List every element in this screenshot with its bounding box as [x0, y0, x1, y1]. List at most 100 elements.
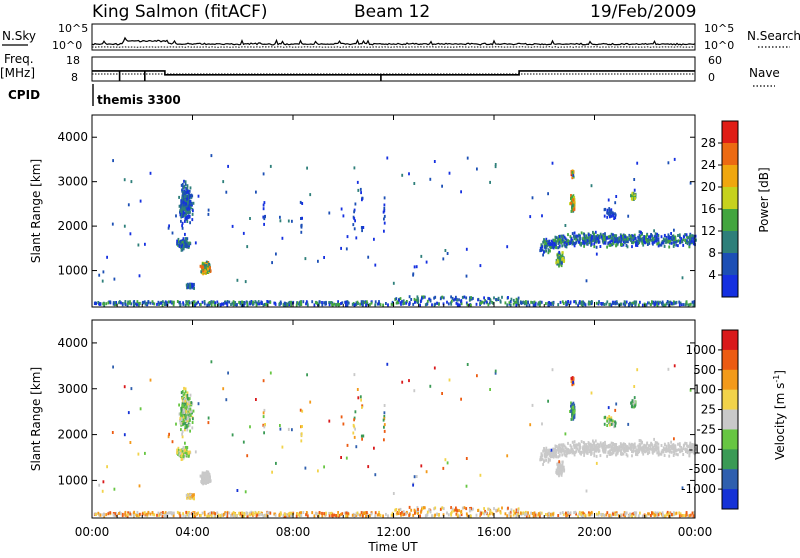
power-point — [567, 300, 569, 303]
power-point — [184, 199, 186, 202]
velocity-point — [446, 512, 448, 515]
power-point — [664, 234, 666, 237]
power-point — [160, 302, 162, 305]
velocity-point — [425, 514, 427, 517]
power-point — [598, 301, 600, 304]
power-point — [120, 301, 122, 304]
velocity-point — [609, 449, 611, 452]
velocity-point — [662, 511, 664, 514]
power-point — [369, 303, 371, 306]
power-point — [383, 218, 385, 221]
velocity-point — [160, 513, 162, 516]
velocity-point — [162, 511, 164, 514]
velocity-point — [412, 484, 414, 487]
velocity-point — [467, 363, 469, 366]
power-point — [225, 191, 227, 194]
power-point — [189, 301, 191, 304]
power-point — [573, 242, 575, 245]
velocity-point — [185, 446, 187, 449]
power-point — [673, 229, 675, 232]
velocity-point — [417, 508, 419, 511]
power-point — [557, 261, 559, 264]
power-point — [685, 303, 687, 306]
power-point — [206, 304, 208, 307]
velocity-point — [414, 512, 416, 515]
velocity-point — [673, 437, 675, 440]
velocity-point — [200, 480, 202, 483]
velocity-point — [673, 454, 675, 457]
velocity-point — [632, 399, 634, 402]
power-point — [208, 263, 210, 266]
velocity-point — [668, 455, 670, 458]
power-point — [261, 302, 263, 305]
velocity-point — [648, 444, 650, 447]
power-point — [600, 245, 602, 248]
velocity-point — [333, 514, 335, 517]
velocity-point — [472, 508, 474, 511]
velocity-point — [564, 445, 566, 448]
velocity-point — [354, 515, 356, 518]
velocity-point — [682, 453, 684, 456]
velocity-point — [656, 451, 658, 454]
power-point — [184, 192, 186, 195]
velocity-point — [181, 418, 183, 421]
velocity-point — [615, 453, 617, 456]
velocity-point — [591, 446, 593, 449]
power-point — [354, 219, 356, 222]
velocity-point — [646, 442, 648, 445]
velocity-point — [673, 446, 675, 449]
power-point — [588, 233, 590, 236]
power-point — [627, 237, 629, 240]
velocity-point — [168, 433, 170, 436]
velocity-point — [593, 441, 595, 444]
velocity-point — [325, 512, 327, 515]
velocity-point — [674, 364, 676, 367]
power-point — [130, 232, 132, 235]
velocity-point — [255, 398, 257, 401]
power-point — [477, 298, 479, 301]
power-point — [648, 302, 650, 305]
power-point — [136, 303, 138, 306]
power-point — [183, 211, 185, 214]
power-point — [668, 246, 670, 249]
power-point — [384, 196, 386, 199]
velocity-point — [449, 379, 451, 382]
velocity-point — [319, 511, 321, 514]
power-point — [429, 178, 431, 181]
power-point — [103, 270, 105, 273]
velocity-scatter — [94, 360, 697, 517]
power-point — [650, 233, 652, 236]
velocity-point — [403, 510, 405, 513]
colorbar-swatch — [722, 231, 738, 254]
velocity-point — [581, 440, 583, 443]
power-point — [621, 243, 623, 246]
power-point — [549, 243, 551, 246]
velocity-point — [447, 461, 449, 464]
velocity-point — [124, 385, 126, 388]
power-point — [615, 195, 617, 198]
power-point — [412, 274, 414, 277]
power-point — [498, 297, 500, 300]
power-point — [302, 300, 304, 303]
velocity-point — [620, 444, 622, 447]
power-point — [180, 204, 182, 207]
power-point — [591, 300, 593, 303]
power-point — [608, 199, 610, 202]
power-point — [258, 300, 260, 303]
power-point — [572, 171, 574, 174]
power-point — [214, 301, 216, 304]
velocity-point — [631, 515, 633, 518]
power-point — [172, 232, 174, 235]
velocity-point — [175, 423, 177, 426]
power-point — [622, 238, 624, 241]
power-point — [562, 239, 564, 242]
power-point — [480, 264, 482, 267]
velocity-point — [109, 511, 111, 514]
velocity-point — [661, 444, 663, 447]
power-point — [420, 255, 422, 258]
velocity-point — [184, 442, 186, 445]
colorbar-swatch — [722, 165, 738, 188]
velocity-point — [413, 389, 415, 392]
power-point — [552, 302, 554, 305]
power-point — [458, 298, 460, 301]
